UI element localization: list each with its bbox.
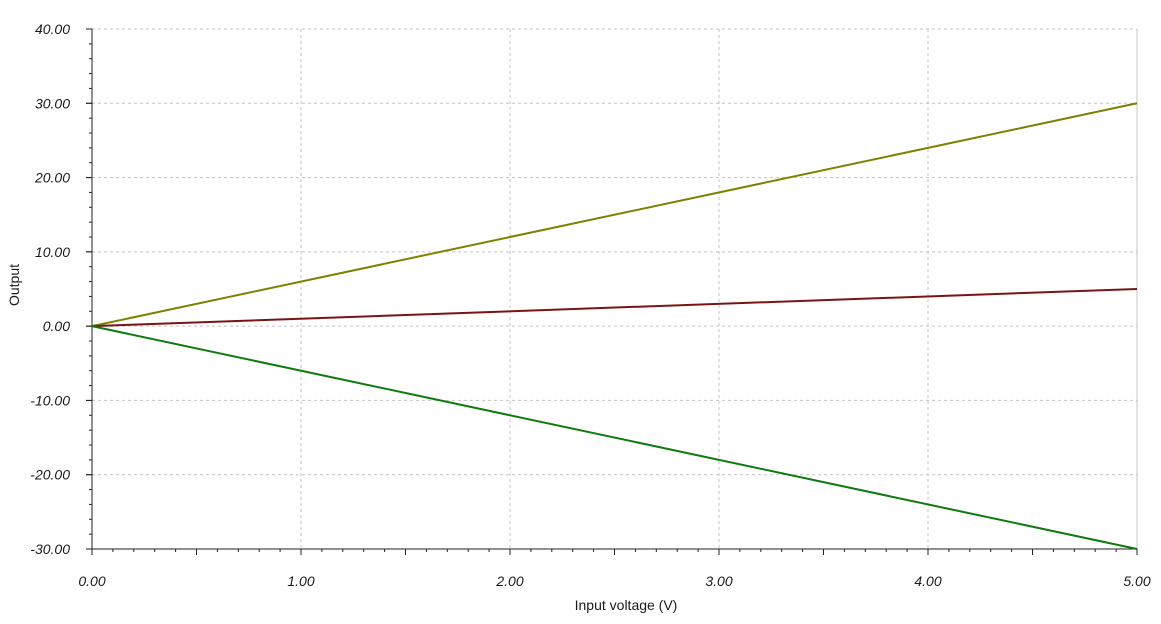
y-tick-label: 30.00 — [35, 95, 70, 111]
x-tick-label: 4.00 — [914, 573, 941, 589]
y-tick-label: 0.00 — [43, 318, 70, 334]
x-tick-label: 2.00 — [495, 573, 523, 589]
y-tick-label: 10.00 — [35, 244, 70, 260]
y-tick-label: 40.00 — [35, 21, 70, 37]
series-layer — [91, 102, 1138, 550]
y-tick-label: -20.00 — [30, 467, 70, 483]
label-layer: 0.00 1.00 2.00 3.00 4.00 5.00 40.00 30.00 20.00 1… — [30, 21, 1151, 589]
y-tick-label: -10.00 — [30, 392, 70, 408]
series-line-1 — [91, 102, 1138, 328]
y-tick-label: 20.00 — [34, 170, 70, 186]
x-tick-label: 3.00 — [705, 573, 732, 589]
y-axis-title: Output — [6, 264, 22, 306]
y-tick-label: -30.00 — [30, 541, 70, 557]
x-tick-label: 1.00 — [287, 573, 314, 589]
x-axis-title: Input voltage (V) — [575, 597, 678, 613]
series-line-3 — [91, 325, 1138, 550]
series-line-2 — [91, 288, 1138, 328]
x-tick-label: 5.00 — [1123, 573, 1150, 589]
axis-layer — [86, 28, 1138, 555]
x-tick-label: 0.00 — [78, 573, 105, 589]
grid-layer — [92, 28, 1138, 550]
